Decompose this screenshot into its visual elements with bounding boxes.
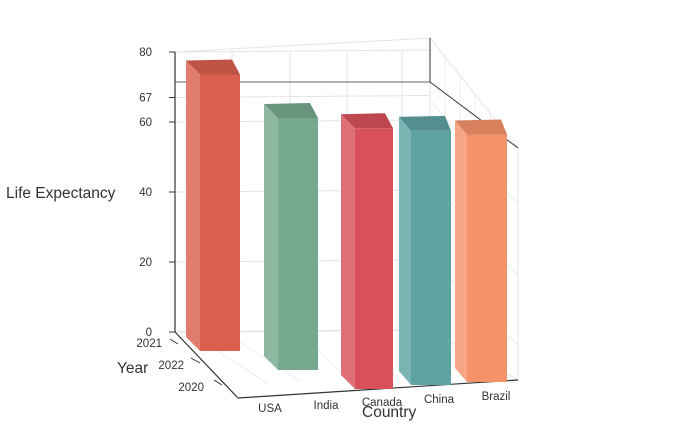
z-tick-label: 67: [139, 93, 152, 105]
bar-india: [264, 103, 318, 370]
bar-side-face: [264, 104, 278, 370]
grid-line: [174, 37, 431, 53]
z-tick-label: 60: [139, 117, 152, 129]
bar-usa: [186, 59, 240, 351]
bar-top-face: [341, 113, 393, 129]
y-tick-mark: [213, 379, 223, 386]
x-tick-label: India: [314, 400, 340, 412]
x-axis-title: Country: [362, 404, 417, 421]
bar-side-face: [399, 116, 411, 386]
z-tick-label: 80: [139, 47, 152, 59]
bar-side-face: [341, 114, 355, 390]
x-tick-label: Canada: [362, 397, 403, 409]
bar-brazil: [455, 119, 507, 382]
z-axis-title: Life Expectancy: [6, 185, 116, 202]
bar-front-face: [278, 118, 318, 370]
bar-front-face: [355, 128, 393, 390]
x-tick-label: China: [424, 394, 455, 406]
x-tick-label: USA: [258, 403, 282, 415]
y-axis-title: Year: [117, 360, 148, 377]
bar-front-face: [411, 130, 451, 385]
bar-front-face: [200, 74, 240, 351]
y-tick-mark: [169, 338, 179, 345]
bar-front-face: [467, 134, 507, 382]
bar-canada: [341, 113, 393, 390]
z-tick-label: 0: [146, 327, 152, 339]
x-tick-label: Brazil: [482, 391, 511, 403]
bar-top-face: [399, 115, 451, 131]
y-tick-mark: [190, 357, 201, 364]
bars: [186, 59, 507, 390]
z-tick-label: 20: [139, 257, 152, 269]
bar-top-face: [455, 119, 507, 135]
bar-top-face: [186, 59, 240, 75]
grid-line: [229, 335, 301, 382]
y-tick-label: 2022: [158, 360, 184, 372]
y-axis-line: [174, 331, 239, 399]
bar-side-face: [186, 60, 200, 351]
z-tick-label: 40: [139, 187, 152, 199]
y-tick-label: 2021: [136, 338, 162, 350]
bar-side-face: [455, 120, 467, 382]
y-tick-label: 2020: [178, 382, 204, 394]
bar-top-face: [264, 103, 318, 118]
labels: Life Expectancy Year Country 0 20 40 60 67 80…: [6, 47, 510, 421]
bar-china: [399, 115, 451, 386]
grid-line: [174, 49, 431, 53]
